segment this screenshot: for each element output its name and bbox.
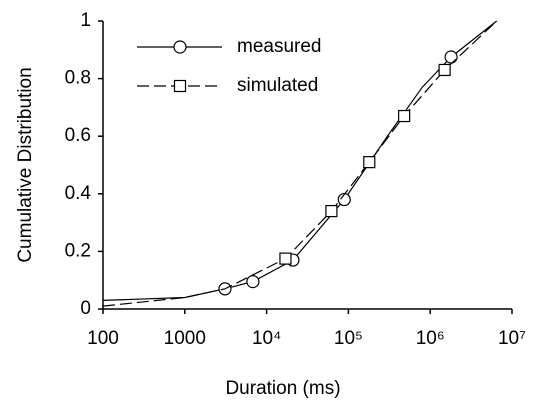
x-tick-label: 10⁷ — [498, 328, 526, 349]
data-marker — [325, 204, 338, 218]
data-marker — [398, 109, 411, 123]
data-marker — [246, 275, 260, 289]
series-line — [102, 20, 498, 307]
y-tick-label: 0.8 — [65, 68, 91, 89]
legend-marker — [173, 79, 187, 93]
y-tick-label: 0.2 — [65, 240, 91, 261]
legend-label: simulated — [237, 75, 318, 96]
x-tick-label: 10⁴ — [252, 328, 281, 349]
y-tick-label: 0.6 — [65, 125, 91, 146]
y-tick-label: 0 — [80, 298, 91, 319]
data-marker — [363, 156, 376, 169]
y-axis-label: Cumulative Distribution — [15, 67, 36, 262]
data-marker — [279, 252, 292, 265]
data-marker — [438, 63, 451, 77]
y-tick-label: 1 — [80, 10, 91, 31]
legend-marker — [173, 40, 187, 54]
series-line — [102, 20, 498, 301]
x-axis-label: Duration (ms) — [225, 378, 340, 399]
x-tick-label: 1000 — [164, 328, 206, 349]
x-tick-label: 10⁶ — [416, 328, 445, 349]
data-marker — [444, 50, 458, 64]
legend-label: measured — [237, 36, 322, 57]
x-tick-label: 10⁵ — [334, 328, 363, 349]
x-tick-label: 100 — [87, 328, 119, 349]
y-tick-label: 0.4 — [65, 183, 92, 204]
